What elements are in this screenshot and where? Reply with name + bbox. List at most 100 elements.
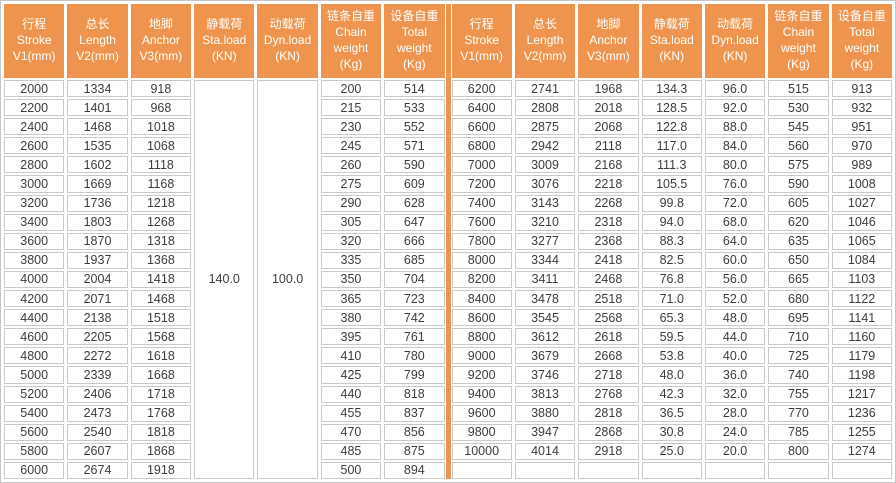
cell-sta: 105.5 bbox=[641, 175, 702, 193]
cell-length: 3344 bbox=[514, 251, 576, 269]
cell-length: 2942 bbox=[514, 137, 576, 155]
cell-stroke: 6000 bbox=[4, 461, 65, 479]
cell-dyn: 88.0 bbox=[704, 118, 766, 136]
cell-total: 799 bbox=[384, 366, 445, 384]
cell-chain: 200 bbox=[320, 80, 382, 98]
cell-anchor: 1618 bbox=[130, 347, 192, 365]
cell-stroke: 6600 bbox=[451, 118, 512, 136]
cell-total: 1103 bbox=[831, 270, 892, 289]
cell-chain bbox=[768, 461, 829, 479]
cell-total: 951 bbox=[831, 118, 892, 136]
header-cell-chain: 链条自重 Chain weight (Kg) bbox=[320, 4, 382, 78]
cell-chain: 215 bbox=[320, 99, 382, 117]
cell-anchor bbox=[578, 461, 639, 479]
cell-anchor: 2768 bbox=[578, 385, 639, 403]
cell-total: 780 bbox=[384, 347, 445, 365]
cell-total: 1027 bbox=[831, 194, 892, 212]
spec-table-left: 行程 Stroke V1(mm) 总长 Length V2(mm) 地脚 Ancho… bbox=[4, 4, 445, 479]
cell-total: 1274 bbox=[831, 442, 892, 460]
cell-dyn: 36.0 bbox=[704, 366, 766, 384]
cell-anchor: 1468 bbox=[130, 290, 192, 308]
cell-total: 1122 bbox=[831, 290, 892, 308]
header-cell-chain: 链条自重 Chain weight (Kg) bbox=[768, 4, 829, 78]
cell-length: 1468 bbox=[67, 118, 128, 136]
cell-stroke: 8800 bbox=[451, 328, 512, 346]
cell-sta: 59.5 bbox=[641, 328, 702, 346]
cell-length: 3076 bbox=[514, 175, 576, 193]
cell-stroke: 9200 bbox=[451, 366, 512, 384]
cell-stroke: 8000 bbox=[451, 251, 512, 269]
cell-length: 2808 bbox=[514, 99, 576, 117]
cell-anchor: 2418 bbox=[578, 251, 639, 269]
cell-total: 894 bbox=[384, 461, 445, 479]
cell-dyn: 52.0 bbox=[704, 290, 766, 308]
cell-total: 875 bbox=[384, 442, 445, 460]
cell-total: 704 bbox=[384, 270, 445, 289]
cell-anchor: 1418 bbox=[130, 270, 192, 289]
cell-total: 552 bbox=[384, 118, 445, 136]
cell-anchor: 2218 bbox=[578, 175, 639, 193]
header-cell-anchor: 地脚 Anchor V3(mm) bbox=[578, 4, 639, 78]
cell-chain: 725 bbox=[768, 347, 829, 365]
cell-length: 2406 bbox=[67, 385, 128, 403]
cell-chain: 800 bbox=[768, 442, 829, 460]
cell-chain: 260 bbox=[320, 156, 382, 174]
cell-anchor: 2668 bbox=[578, 347, 639, 365]
cell-sta: 71.0 bbox=[641, 290, 702, 308]
header-cell-sta: 静载荷 Sta.load (KN) bbox=[641, 4, 702, 78]
cell-length: 2004 bbox=[67, 270, 128, 289]
cell-stroke: 5200 bbox=[4, 385, 65, 403]
cell-sta: 128.5 bbox=[641, 99, 702, 117]
merged-cell-dyn-load: 100.0 bbox=[257, 80, 318, 479]
cell-dyn: 24.0 bbox=[704, 423, 766, 441]
cell-sta bbox=[641, 461, 702, 479]
cell-total: 913 bbox=[831, 80, 892, 98]
cell-sta: 25.0 bbox=[641, 442, 702, 460]
cell-total: 609 bbox=[384, 175, 445, 193]
cell-dyn: 76.0 bbox=[704, 175, 766, 193]
cell-total: 1065 bbox=[831, 232, 892, 250]
cell-chain: 710 bbox=[768, 328, 829, 346]
cell-dyn: 20.0 bbox=[704, 442, 766, 460]
cell-stroke: 7200 bbox=[451, 175, 512, 193]
merged-cell-sta-load: 140.0 bbox=[194, 80, 255, 479]
cell-length: 3411 bbox=[514, 270, 576, 289]
cell-anchor: 2118 bbox=[578, 137, 639, 155]
cell-sta: 99.8 bbox=[641, 194, 702, 212]
cell-anchor: 1268 bbox=[130, 213, 192, 231]
cell-chain: 485 bbox=[320, 442, 382, 460]
cell-stroke: 3000 bbox=[4, 175, 65, 193]
cell-total: 837 bbox=[384, 404, 445, 422]
cell-length: 2540 bbox=[67, 423, 128, 441]
cell-sta: 30.8 bbox=[641, 423, 702, 441]
cell-length: 3277 bbox=[514, 232, 576, 250]
cell-length: 2473 bbox=[67, 404, 128, 422]
cell-stroke: 8600 bbox=[451, 309, 512, 327]
cell-anchor: 1068 bbox=[130, 137, 192, 155]
cell-anchor: 1018 bbox=[130, 118, 192, 136]
cell-stroke: 5400 bbox=[4, 404, 65, 422]
cell-stroke: 5800 bbox=[4, 442, 65, 460]
cell-length: 3612 bbox=[514, 328, 576, 346]
cell-anchor: 1968 bbox=[578, 80, 639, 98]
cell-chain: 350 bbox=[320, 270, 382, 289]
cell-length: 1669 bbox=[67, 175, 128, 193]
cell-anchor: 1768 bbox=[130, 404, 192, 422]
cell-total: 1198 bbox=[831, 366, 892, 384]
cell-dyn: 72.0 bbox=[704, 194, 766, 212]
cell-stroke: 9400 bbox=[451, 385, 512, 403]
cell-chain: 335 bbox=[320, 251, 382, 269]
cell-total: 1141 bbox=[831, 309, 892, 327]
cell-dyn: 80.0 bbox=[704, 156, 766, 174]
cell-dyn: 64.0 bbox=[704, 232, 766, 250]
cell-dyn: 96.0 bbox=[704, 80, 766, 98]
header-cell-dyn: 动载荷 Dyn.load (KN) bbox=[704, 4, 766, 78]
cell-length: 2071 bbox=[67, 290, 128, 308]
cell-length: 2205 bbox=[67, 328, 128, 346]
cell-chain: 650 bbox=[768, 251, 829, 269]
cell-chain: 500 bbox=[320, 461, 382, 479]
cell-chain: 605 bbox=[768, 194, 829, 212]
cell-total: 970 bbox=[831, 137, 892, 155]
cell-length: 2875 bbox=[514, 118, 576, 136]
cell-chain: 365 bbox=[320, 290, 382, 308]
